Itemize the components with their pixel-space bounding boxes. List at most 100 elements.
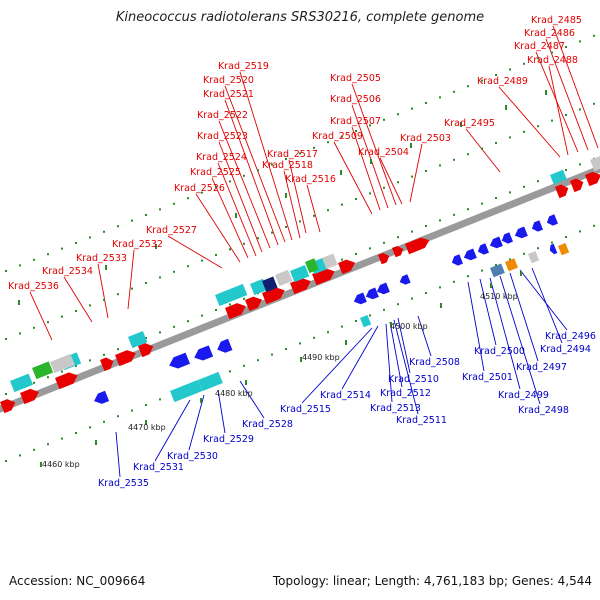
reverse-gene-arrow bbox=[514, 226, 528, 239]
tick-dot bbox=[467, 275, 469, 278]
cds-box bbox=[127, 331, 148, 349]
forward-gene-label: Krad_2486 bbox=[524, 28, 575, 39]
tick-mark bbox=[545, 90, 547, 95]
cds-box bbox=[550, 169, 567, 185]
scale-label: 4500 kbp bbox=[390, 322, 428, 331]
forward-gene-arrow bbox=[392, 245, 404, 258]
tick-dot bbox=[117, 293, 119, 296]
map-title: Kineococcus radiotolerans SRS30216, comp… bbox=[115, 10, 485, 25]
forward-gene-label: Krad_2488 bbox=[527, 55, 578, 66]
tick-mark bbox=[105, 265, 107, 270]
cds-box bbox=[198, 371, 223, 392]
tick-mark bbox=[370, 159, 372, 164]
cds-box bbox=[290, 265, 310, 283]
forward-gene-label: Krad_2519 bbox=[218, 61, 269, 72]
reverse-gene-label: Krad_2513 bbox=[370, 403, 421, 414]
forward-label-line bbox=[29, 291, 53, 341]
tick-dot bbox=[19, 264, 21, 267]
tick-mark bbox=[490, 283, 492, 288]
tick-dot bbox=[411, 230, 413, 233]
forward-label-line bbox=[351, 126, 381, 211]
forward-gene-label: Krad_2527 bbox=[146, 225, 197, 236]
genome-summary-text: Topology: linear; Length: 4,761,183 bp; … bbox=[272, 574, 592, 588]
grey-block bbox=[275, 269, 293, 287]
tick-dot bbox=[579, 108, 581, 111]
tick-dot bbox=[341, 135, 343, 138]
tick-dot bbox=[75, 242, 77, 244]
tick-dot bbox=[467, 153, 469, 156]
tick-dot bbox=[61, 247, 63, 250]
forward-gene-label: Krad_2522 bbox=[197, 110, 248, 121]
tick-dot bbox=[397, 181, 399, 184]
tick-dot bbox=[201, 259, 203, 262]
tick-dot bbox=[271, 163, 273, 166]
tick-dot bbox=[159, 276, 161, 279]
tick-dot bbox=[103, 230, 105, 233]
tick-dot bbox=[47, 253, 49, 256]
tick-dot bbox=[495, 264, 497, 266]
reverse-gene-label: Krad_2511 bbox=[396, 415, 447, 426]
tick-dot bbox=[383, 186, 385, 189]
reverse-gene-arrow bbox=[549, 243, 558, 255]
tick-dot bbox=[523, 252, 525, 255]
forward-gene-arrow bbox=[338, 259, 356, 275]
tick-mark bbox=[40, 462, 42, 467]
forward-label-line bbox=[239, 71, 293, 241]
tick-dot bbox=[89, 359, 91, 362]
forward-gene-label: Krad_2534 bbox=[42, 266, 93, 277]
forward-label-line bbox=[283, 170, 301, 239]
tick-mark bbox=[245, 380, 247, 385]
tick-dots bbox=[5, 34, 595, 467]
reverse-gene-label: Krad_2529 bbox=[203, 434, 254, 445]
tick-dot bbox=[19, 454, 21, 457]
tick-dot bbox=[103, 420, 105, 423]
tick-dot bbox=[61, 437, 63, 440]
forward-gene-arrow bbox=[225, 303, 246, 320]
tick-dot bbox=[551, 51, 553, 54]
tick-dot bbox=[5, 270, 7, 272]
tick-dot bbox=[187, 265, 189, 268]
tick-dot bbox=[579, 230, 581, 233]
tick-dot bbox=[145, 404, 147, 406]
tick-dot bbox=[229, 303, 231, 306]
tick-mark bbox=[300, 357, 302, 362]
tick-dot bbox=[257, 169, 259, 172]
forward-gene-arrow bbox=[555, 184, 569, 199]
tick-dot bbox=[47, 443, 49, 446]
tick-dot bbox=[495, 142, 497, 144]
grey-block bbox=[590, 155, 600, 172]
forward-gene-label: Krad_2489 bbox=[477, 76, 528, 87]
forward-label-line bbox=[195, 193, 241, 263]
tick-dot bbox=[75, 310, 77, 312]
forward-label-line bbox=[351, 83, 397, 206]
forward-gene-label: Krad_2485 bbox=[531, 15, 582, 26]
forward-gene-label: Krad_2521 bbox=[203, 89, 254, 100]
tick-dot bbox=[327, 141, 329, 144]
tick-dot bbox=[495, 197, 497, 199]
tick-dot bbox=[313, 214, 315, 217]
tick-dot bbox=[439, 96, 441, 99]
reverse-label-line bbox=[509, 272, 539, 362]
reverse-label-line bbox=[397, 317, 411, 374]
tick-dot bbox=[89, 236, 91, 239]
grey-block bbox=[50, 353, 75, 374]
tick-dot bbox=[509, 258, 511, 261]
reverse-gene-arrow bbox=[376, 282, 390, 295]
tick-dot bbox=[551, 119, 553, 122]
reverse-gene-arrow bbox=[501, 232, 513, 244]
tick-dot bbox=[5, 338, 7, 340]
forward-label-lines bbox=[29, 25, 599, 341]
reverse-label-line bbox=[489, 277, 521, 390]
tick-dot bbox=[411, 107, 413, 110]
reverse-gene-label: Krad_2500 bbox=[474, 346, 525, 357]
tick-dot bbox=[243, 297, 245, 300]
tick-dot bbox=[411, 297, 413, 300]
tick-dot bbox=[425, 102, 427, 104]
reverse-gene-arrow bbox=[217, 338, 233, 353]
forward-label-line bbox=[379, 157, 403, 205]
forward-label-line bbox=[217, 162, 257, 257]
orange-block bbox=[558, 243, 570, 256]
forward-gene-label: Krad_2533 bbox=[76, 253, 127, 264]
tick-mark bbox=[460, 122, 462, 127]
